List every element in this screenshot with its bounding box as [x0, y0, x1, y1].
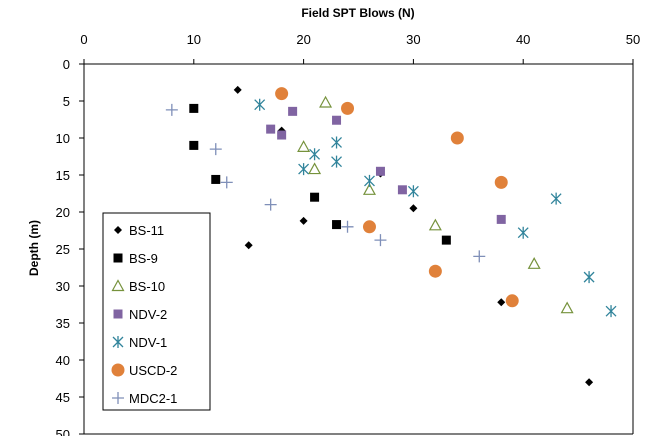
data-point [505, 294, 519, 308]
x-tick-label: 30 [406, 32, 420, 47]
legend-marker [112, 392, 124, 404]
data-point [550, 192, 562, 205]
y-tick-label: 15 [56, 168, 70, 183]
x-tick-label: 20 [296, 32, 310, 47]
series-uscd-2 [275, 87, 519, 308]
series-bs-11 [233, 85, 594, 387]
data-point [266, 124, 276, 134]
legend-label: MDC2-1 [129, 391, 177, 406]
data-point [319, 95, 333, 108]
x-tick-labels: 0 10 20 30 40 50 [80, 32, 640, 47]
data-point [409, 204, 418, 213]
data-point [332, 115, 342, 125]
y-tick-label: 50 [56, 427, 70, 436]
data-point [560, 301, 574, 314]
data-point [275, 87, 289, 101]
data-point [254, 98, 266, 111]
x-axis-title: Field SPT Blows (N) [301, 6, 414, 20]
data-point [441, 235, 451, 245]
data-point [527, 257, 541, 269]
data-point [362, 220, 376, 234]
data-point [364, 174, 375, 187]
data-point [310, 192, 320, 202]
data-point [341, 101, 355, 115]
series-bs-10 [297, 95, 574, 314]
data-point [233, 85, 242, 94]
data-point [494, 175, 508, 189]
data-point [428, 264, 442, 278]
legend-marker [111, 363, 125, 377]
x-tick-label: 50 [626, 32, 640, 47]
legend-label: NDV-2 [129, 307, 167, 322]
x-tick-label: 40 [516, 32, 530, 47]
data-point [473, 250, 486, 263]
data-point [397, 185, 407, 195]
legend-label: USCD-2 [129, 363, 177, 378]
data-point [517, 226, 529, 239]
legend-marker [111, 279, 125, 292]
legend-label: BS-9 [129, 251, 158, 266]
y-tick-label: 35 [56, 316, 70, 331]
legend-marker [114, 226, 122, 234]
data-point [189, 103, 199, 113]
data-point [331, 136, 342, 149]
data-point [374, 234, 387, 247]
data-point [309, 148, 321, 161]
data-point [362, 183, 376, 195]
axes [79, 59, 634, 435]
data-point [375, 166, 385, 176]
data-point [220, 176, 233, 189]
data-point [407, 185, 419, 198]
y-tick-labels: 0 5 10 15 20 25 30 35 40 45 50 [56, 57, 70, 436]
y-tick-label: 40 [56, 353, 70, 368]
data-point [332, 220, 342, 230]
data-point [308, 162, 322, 175]
y-tick-label: 5 [63, 94, 70, 109]
legend-marker [113, 309, 123, 319]
y-tick-label: 25 [56, 242, 70, 257]
data-point [288, 106, 298, 116]
legend-marker [112, 336, 124, 348]
data-point [341, 220, 354, 233]
data-point [244, 241, 253, 250]
series-ndv-2 [266, 106, 506, 224]
data-point [299, 216, 308, 225]
series-bs-9 [189, 103, 451, 245]
x-tick-label: 10 [187, 32, 201, 47]
legend-label: NDV-1 [129, 335, 167, 350]
data-point [211, 174, 221, 184]
y-axis-title: Depth (m) [27, 220, 41, 276]
data-point [450, 131, 464, 145]
legend-label: BS-10 [129, 279, 165, 294]
y-tick-label: 10 [56, 131, 70, 146]
data-point [585, 378, 594, 387]
series-ndv-1 [254, 98, 617, 318]
y-tick-label: 45 [56, 390, 70, 405]
data-point [209, 143, 222, 156]
series-mdc2-1 [165, 103, 486, 263]
data-point [496, 214, 506, 224]
data-point [189, 140, 199, 150]
data-point [331, 155, 342, 168]
data-point [428, 218, 442, 231]
y-tick-label: 30 [56, 279, 70, 294]
data-point [264, 198, 277, 211]
data-point [583, 271, 595, 284]
data-point [297, 140, 311, 152]
data-point [277, 130, 287, 140]
data-point [298, 163, 310, 176]
y-tick-label: 0 [63, 57, 70, 72]
legend-marker [113, 253, 123, 263]
data-point [605, 305, 617, 318]
legend-label: BS-11 [129, 223, 164, 238]
data-point [497, 298, 506, 307]
data-point [165, 103, 178, 116]
legend: BS-11 BS-9 BS-10 NDV-2 NDV-1 USCD-2 MDC2-1 [102, 212, 211, 411]
x-tick-label: 0 [80, 32, 87, 47]
y-tick-label: 20 [56, 205, 70, 220]
data-points [165, 85, 617, 387]
